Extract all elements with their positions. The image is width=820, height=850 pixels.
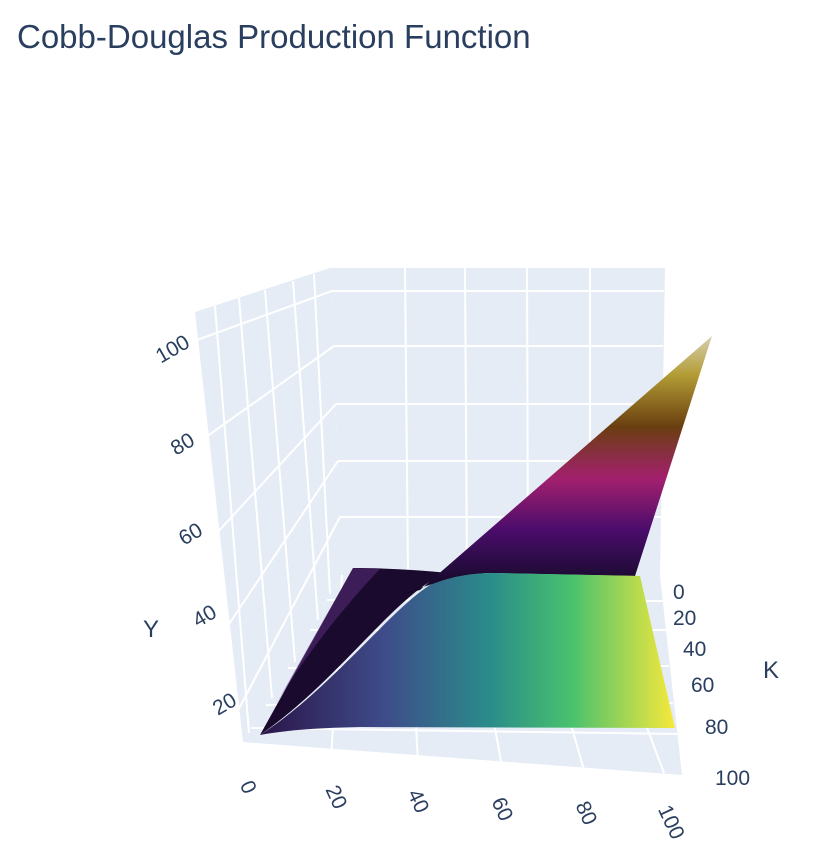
- k-axis-title: K: [763, 657, 779, 684]
- inferno-surface-left: [260, 568, 448, 735]
- k-axis-ticks: 0 20 40 60 80 100: [673, 581, 750, 790]
- y-tick-label: 100: [152, 331, 194, 368]
- k-tick-label: 100: [715, 767, 750, 790]
- x-tick-label: 100: [653, 802, 689, 843]
- y-tick-label: 60: [175, 519, 207, 551]
- x-tick-label: 40: [403, 786, 434, 817]
- x-axis-ticks: 0 20 40 60 80 100: [235, 777, 689, 843]
- chart-title: Cobb-Douglas Production Function: [17, 18, 531, 55]
- k-tick-label: 0: [673, 581, 685, 604]
- k-tick-label: 40: [683, 638, 706, 661]
- left-wall: [195, 268, 342, 742]
- k-tick-label: 60: [691, 674, 714, 697]
- k-tick-label: 80: [705, 716, 728, 739]
- x-tick-label: 20: [321, 782, 352, 813]
- y-tick-label: 40: [189, 601, 221, 633]
- viridis-surface: [260, 573, 675, 735]
- x-tick-label: 80: [571, 798, 602, 829]
- inferno-surface-ridge: [400, 336, 712, 595]
- y-tick-label: 80: [167, 429, 199, 461]
- surfaces-layer: [260, 336, 712, 735]
- x-tick-label: 0: [235, 777, 261, 797]
- k-tick-label: 20: [673, 607, 696, 630]
- x-tick-label: 60: [487, 794, 518, 825]
- y-axis-title: Y: [143, 616, 159, 643]
